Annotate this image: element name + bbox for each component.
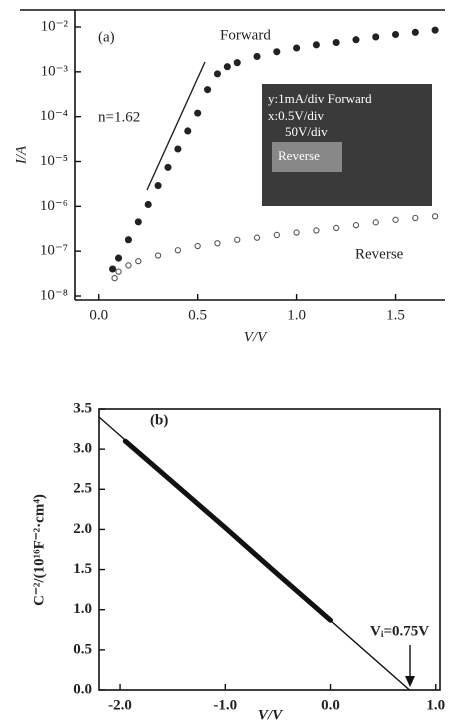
y-axis-label: C⁻²/(10¹⁶F⁻²·cm⁴): [31, 494, 47, 606]
data-point: [194, 242, 201, 250]
x-tick-label: 1.0: [426, 697, 445, 713]
data-line: [122, 438, 333, 623]
y-tick-label: 0.0: [73, 681, 92, 697]
data-point: [164, 163, 172, 171]
data-point: [204, 86, 212, 94]
panel-a: I/A V/V (a) Forward Reverse n=1.62 y:1mA…: [13, 9, 445, 345]
inset-text: x:0.5V/div: [268, 108, 324, 123]
inset-box: [272, 142, 342, 172]
data-point: [412, 214, 419, 222]
inset-text: Reverse: [278, 148, 320, 163]
data-point: [154, 182, 162, 190]
data-point: [125, 262, 132, 269]
arrow-head: [405, 676, 415, 687]
data-point: [312, 41, 320, 49]
x-tick-label: 0.5: [188, 307, 207, 323]
data-point: [115, 268, 122, 275]
data-point: [352, 36, 360, 44]
data-point: [233, 59, 241, 67]
data-point: [333, 224, 340, 232]
data-point: [134, 218, 142, 226]
data-point: [194, 109, 202, 117]
slope-line: [146, 61, 206, 191]
data-point: [411, 28, 419, 36]
x-tick-label: 0.0: [321, 697, 340, 713]
data-point: [174, 247, 182, 254]
data-point: [135, 257, 142, 265]
x-tick-label: 1.0: [287, 307, 306, 323]
data-point: [111, 275, 118, 282]
data-point: [352, 222, 360, 229]
data-point: [144, 200, 152, 209]
data-point: [253, 52, 261, 61]
y-tick-label: 10⁻⁶: [40, 198, 68, 214]
y-tick-label: 10⁻⁵: [40, 153, 68, 169]
y-tick-label: 10⁻⁷: [40, 243, 68, 259]
panel-b: C⁻²/(10¹⁶F⁻²·cm⁴) V/V (b) Vᵢ=0.75V -2.0 -…: [31, 400, 445, 723]
data-point: [114, 254, 123, 262]
data-point: [293, 44, 301, 52]
data-point: [253, 234, 261, 241]
data-point: [154, 252, 162, 259]
panel-label: (b): [150, 412, 168, 428]
x-tick-label: 1.5: [386, 307, 405, 323]
y-tick-label: 3.5: [73, 400, 92, 416]
y-tick-label: 2.0: [73, 521, 92, 537]
vi-label: Vᵢ=0.75V: [370, 623, 429, 639]
x-axis-label: V/V: [244, 329, 268, 345]
slope-label: n=1.62: [98, 109, 140, 125]
y-tick-label: 10⁻³: [41, 63, 69, 79]
y-tick-label: 10⁻⁴: [40, 108, 68, 124]
data-point: [372, 33, 380, 41]
data-point: [332, 38, 340, 47]
x-tick-label: -2.0: [108, 697, 132, 713]
y-tick-label: 3.0: [73, 441, 92, 457]
data-point: [372, 219, 379, 226]
plot-frame: [98, 408, 441, 691]
data-point: [223, 63, 231, 71]
y-tick-label: 0.5: [73, 641, 92, 657]
data-point: [431, 213, 439, 220]
y-tick-label: 10⁻⁸: [40, 287, 68, 303]
inset-text: y:1mA/div Forward: [268, 91, 372, 106]
data-point: [431, 26, 439, 34]
data-point: [184, 127, 192, 135]
x-tick-label: -1.0: [213, 697, 237, 713]
y-tick-label: 1.5: [73, 561, 92, 577]
data-point: [392, 216, 399, 223]
data-point: [313, 227, 320, 234]
panel-label: (a): [98, 29, 115, 45]
data-point: [273, 48, 281, 56]
data-point: [293, 229, 300, 236]
data-point: [214, 240, 221, 247]
data-point: [109, 265, 117, 273]
y-tick-label: 1.0: [73, 601, 92, 617]
y-tick-label: 10⁻²: [41, 18, 69, 34]
inset-text: 50V/div: [285, 124, 328, 139]
x-tick-label: 0.0: [89, 307, 108, 323]
y-axis-label: I/A: [13, 145, 29, 165]
forward-label: Forward: [220, 27, 271, 43]
data-point: [174, 145, 182, 153]
data-point: [273, 231, 280, 239]
data-point: [213, 70, 222, 78]
x-axis-label: V/V: [258, 707, 284, 723]
data-point: [124, 236, 132, 244]
reverse-label: Reverse: [355, 246, 404, 262]
y-tick-label: 2.5: [73, 481, 92, 497]
data-point: [391, 30, 400, 39]
data-point: [234, 236, 241, 243]
